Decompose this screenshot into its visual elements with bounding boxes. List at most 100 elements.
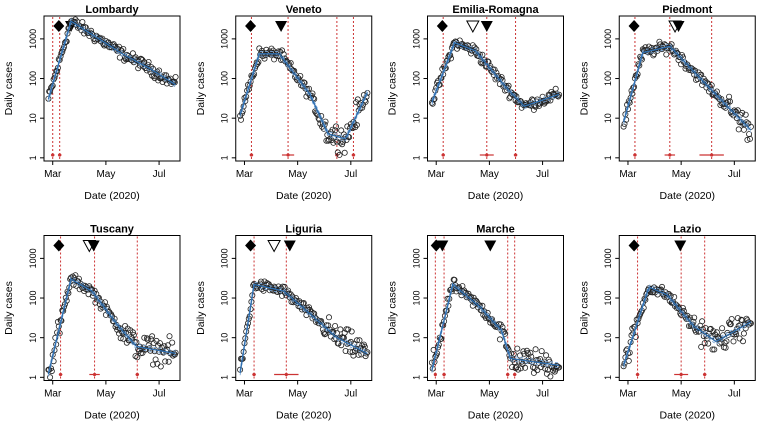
y-tick-label: 100 [28, 71, 38, 86]
data-point [706, 83, 713, 90]
data-point [145, 59, 152, 66]
y-tick-label: 1 [220, 155, 230, 160]
data-point [165, 358, 172, 365]
x-tick-label: Mar [619, 169, 637, 180]
data-point [479, 302, 486, 309]
fit-line [47, 278, 176, 375]
data-point [713, 88, 720, 95]
x-tick-label: May [288, 389, 307, 400]
data-point [342, 133, 349, 140]
data-point [711, 346, 718, 353]
lockdown-diamond-marker [628, 239, 640, 252]
panel-lombardy: Lombardy 1 10 100 1000 Daily cases Mar May Jul Da… [3, 4, 181, 202]
lockdown-diamond-marker [245, 20, 257, 32]
data-point [156, 348, 163, 355]
data-point [710, 328, 717, 335]
y-tick-label: 100 [603, 291, 613, 306]
data-point [117, 335, 124, 342]
x-axis-label: Date (2020) [660, 410, 715, 422]
y-tick-label: 1 [220, 375, 230, 380]
data-point [264, 280, 271, 287]
fit-line [239, 283, 368, 373]
y-tick-label: 10 [220, 113, 230, 123]
change-estimate [710, 153, 714, 157]
y-tick-label: 100 [220, 71, 230, 86]
data-point [668, 41, 675, 48]
y-tick-label: 1000 [603, 29, 613, 49]
filled-triangle-marker [480, 21, 493, 32]
data-point [166, 333, 173, 340]
fit-lower-band [623, 48, 752, 133]
filled-triangle-marker [87, 240, 100, 252]
data-point [287, 60, 294, 67]
data-point [169, 339, 176, 346]
data-point [261, 55, 268, 62]
data-point [305, 304, 312, 311]
fit-upper-band [239, 50, 368, 137]
panel-tuscany: Tuscany 1 10 100 1000 Daily cases Mar May Jul Dat… [3, 224, 181, 422]
data-point [353, 337, 360, 344]
fit-lower-band [431, 44, 560, 110]
data-point [297, 73, 304, 80]
data-point [527, 349, 534, 356]
panel-title: Marche [476, 224, 515, 236]
data-point [303, 312, 310, 319]
data-point [47, 374, 54, 381]
y-tick-label: 10 [412, 113, 422, 123]
data-point [345, 326, 352, 333]
x-tick-label: May [288, 169, 307, 180]
data-point [332, 123, 339, 130]
data-point [505, 82, 512, 89]
data-point [470, 47, 477, 54]
x-axis-label: Date (2020) [84, 190, 139, 202]
data-point [685, 315, 692, 322]
fit-upper-band [623, 284, 752, 364]
data-point [321, 331, 328, 338]
data-point [362, 353, 369, 360]
change-estimate [513, 372, 517, 377]
data-point [698, 343, 705, 350]
lockdown-diamond-marker [53, 239, 65, 252]
change-estimate [635, 372, 640, 377]
data-point [157, 363, 164, 370]
change-estimate [633, 153, 637, 157]
data-point [514, 345, 521, 352]
data-point [506, 95, 513, 102]
data-point [130, 332, 137, 339]
data-point [144, 336, 151, 343]
change-estimate [135, 372, 139, 377]
y-tick-label: 1 [603, 155, 613, 160]
change-estimate [92, 372, 97, 377]
data-point [164, 342, 171, 349]
plot-frame [427, 15, 564, 162]
panel-emilia-romagna: Emilia-Romagna 1 10 100 1000 Daily cases Mar Ma… [387, 4, 564, 202]
filled-triangle-marker [283, 240, 296, 252]
y-tick-label: 100 [28, 291, 38, 306]
fit-line [239, 53, 369, 140]
x-tick-label: Jul [536, 389, 549, 400]
fit-line [431, 41, 560, 108]
data-point [356, 337, 363, 344]
plot-frame [43, 235, 181, 381]
panel-marche: Marche 1 10 100 1000 Daily cases Mar May Jul Date… [387, 224, 564, 422]
data-point [727, 98, 734, 105]
panel-title: Lazio [673, 224, 701, 236]
y-tick-label: 10 [220, 333, 230, 343]
data-point [149, 333, 156, 340]
panel-title: Liguria [285, 224, 323, 236]
fit-lower-band [623, 289, 752, 368]
data-point [705, 340, 712, 347]
data-point [510, 350, 517, 357]
y-tick-label: 10 [603, 333, 613, 343]
x-tick-label: Jul [153, 389, 166, 400]
panel-title: Tuscany [90, 224, 135, 236]
y-axis-label: Daily cases [3, 62, 15, 116]
data-point [149, 361, 156, 368]
x-tick-label: Mar [428, 169, 446, 180]
data-point [534, 367, 541, 374]
data-point [70, 281, 77, 288]
y-tick-label: 1000 [603, 248, 613, 268]
data-point [740, 126, 747, 133]
data-point [740, 330, 747, 337]
